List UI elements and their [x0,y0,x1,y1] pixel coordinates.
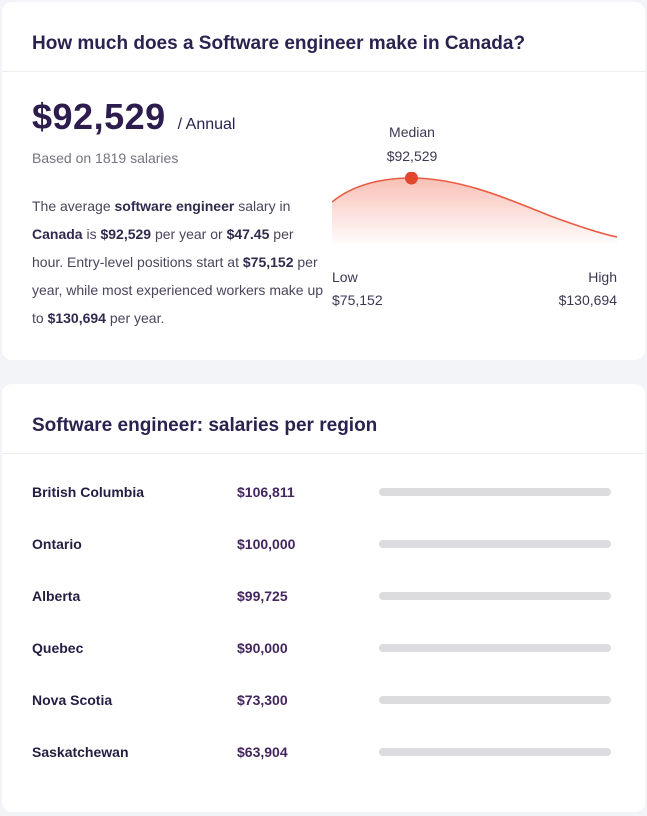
curve-line [332,177,617,238]
region-salary: $63,904 [237,744,288,760]
salary-basis-text: Based on 1819 salaries [32,150,179,166]
low-label: Low [332,269,358,285]
high-value: $130,694 [558,292,617,308]
low-annotation: Low $75,152 [332,266,383,312]
low-value: $75,152 [332,292,383,308]
region-row: Ontario $100,000 [2,518,645,570]
region-row: Quebec $90,000 [2,622,645,674]
plain-text: per year, while most experienced workers… [32,254,324,326]
salary-range-labels: Low $75,152 High $130,694 [332,266,617,312]
distribution-curve-svg [332,172,617,244]
plain-text: per year. [105,310,165,326]
region-bar-track [379,748,611,756]
highlighted-text: Canada [32,226,83,242]
high-label: High [588,269,617,285]
region-salary: $100,000 [237,536,296,552]
region-salary: $106,811 [237,484,295,500]
median-dot-icon [404,172,418,185]
salary-text-column: $92,529 / Annual Based on 1819 salaries … [32,94,332,332]
region-bar-track [379,488,611,496]
highlighted-text: $92,529 [100,226,152,242]
plain-text: The average [32,198,115,214]
regions-salary-card: Software engineer: salaries per region B… [2,384,645,812]
region-bar-track [379,696,611,704]
regions-card-title: Software engineer: salaries per region [32,415,378,436]
page-title: How much does a Software engineer make i… [32,33,526,54]
region-salary: $73,300 [237,692,288,708]
highlighted-text: $130,694 [47,310,106,326]
average-salary-amount: $92,529 [32,96,166,137]
region-row: Nova Scotia $73,300 [2,674,645,726]
distribution-curve [332,172,617,244]
region-row: Saskatchewan $63,904 [2,726,645,778]
highlighted-text: $47.45 [226,226,270,242]
plain-text: is [82,226,101,242]
region-name: Quebec [32,640,84,656]
region-name: Nova Scotia [32,692,113,708]
region-name: Alberta [32,588,81,604]
region-bar-track [379,540,611,548]
region-name: Ontario [32,536,82,552]
region-bar-track [379,592,611,600]
plain-text: salary in [234,198,291,214]
median-value: $92,529 [386,148,438,164]
salary-content: $92,529 / Annual Based on 1819 salaries … [2,72,645,332]
divider [2,453,645,454]
region-salary: $90,000 [237,640,288,656]
salary-period-label: / Annual [177,116,236,133]
salary-summary-card: How much does a Software engineer make i… [2,2,645,360]
region-salary: $99,725 [237,588,288,604]
salary-distribution-chart: Median $92,529 [332,94,617,332]
region-name: Saskatchewan [32,744,129,760]
region-bar-track [379,644,611,652]
divider [2,71,645,72]
region-list: British Columbia $106,811 Ontario $100,0… [2,454,645,792]
highlighted-text: software engineer [114,198,235,214]
highlighted-text: $75,152 [242,254,294,270]
plain-text: per year or [151,226,227,242]
region-name: British Columbia [32,484,145,500]
average-salary: $92,529 / Annual [32,96,332,138]
median-label: Median [389,124,435,140]
plain-text: per hour. Entry-level positions start at [32,226,294,270]
region-row: Alberta $99,725 [2,570,645,622]
salary-summary-paragraph: The average software engineer salary in … [32,192,328,332]
region-row: British Columbia $106,811 [2,466,645,518]
curve-area-fill [332,178,617,244]
high-annotation: High $130,694 [559,266,617,312]
median-annotation: Median $92,529 [387,120,438,168]
